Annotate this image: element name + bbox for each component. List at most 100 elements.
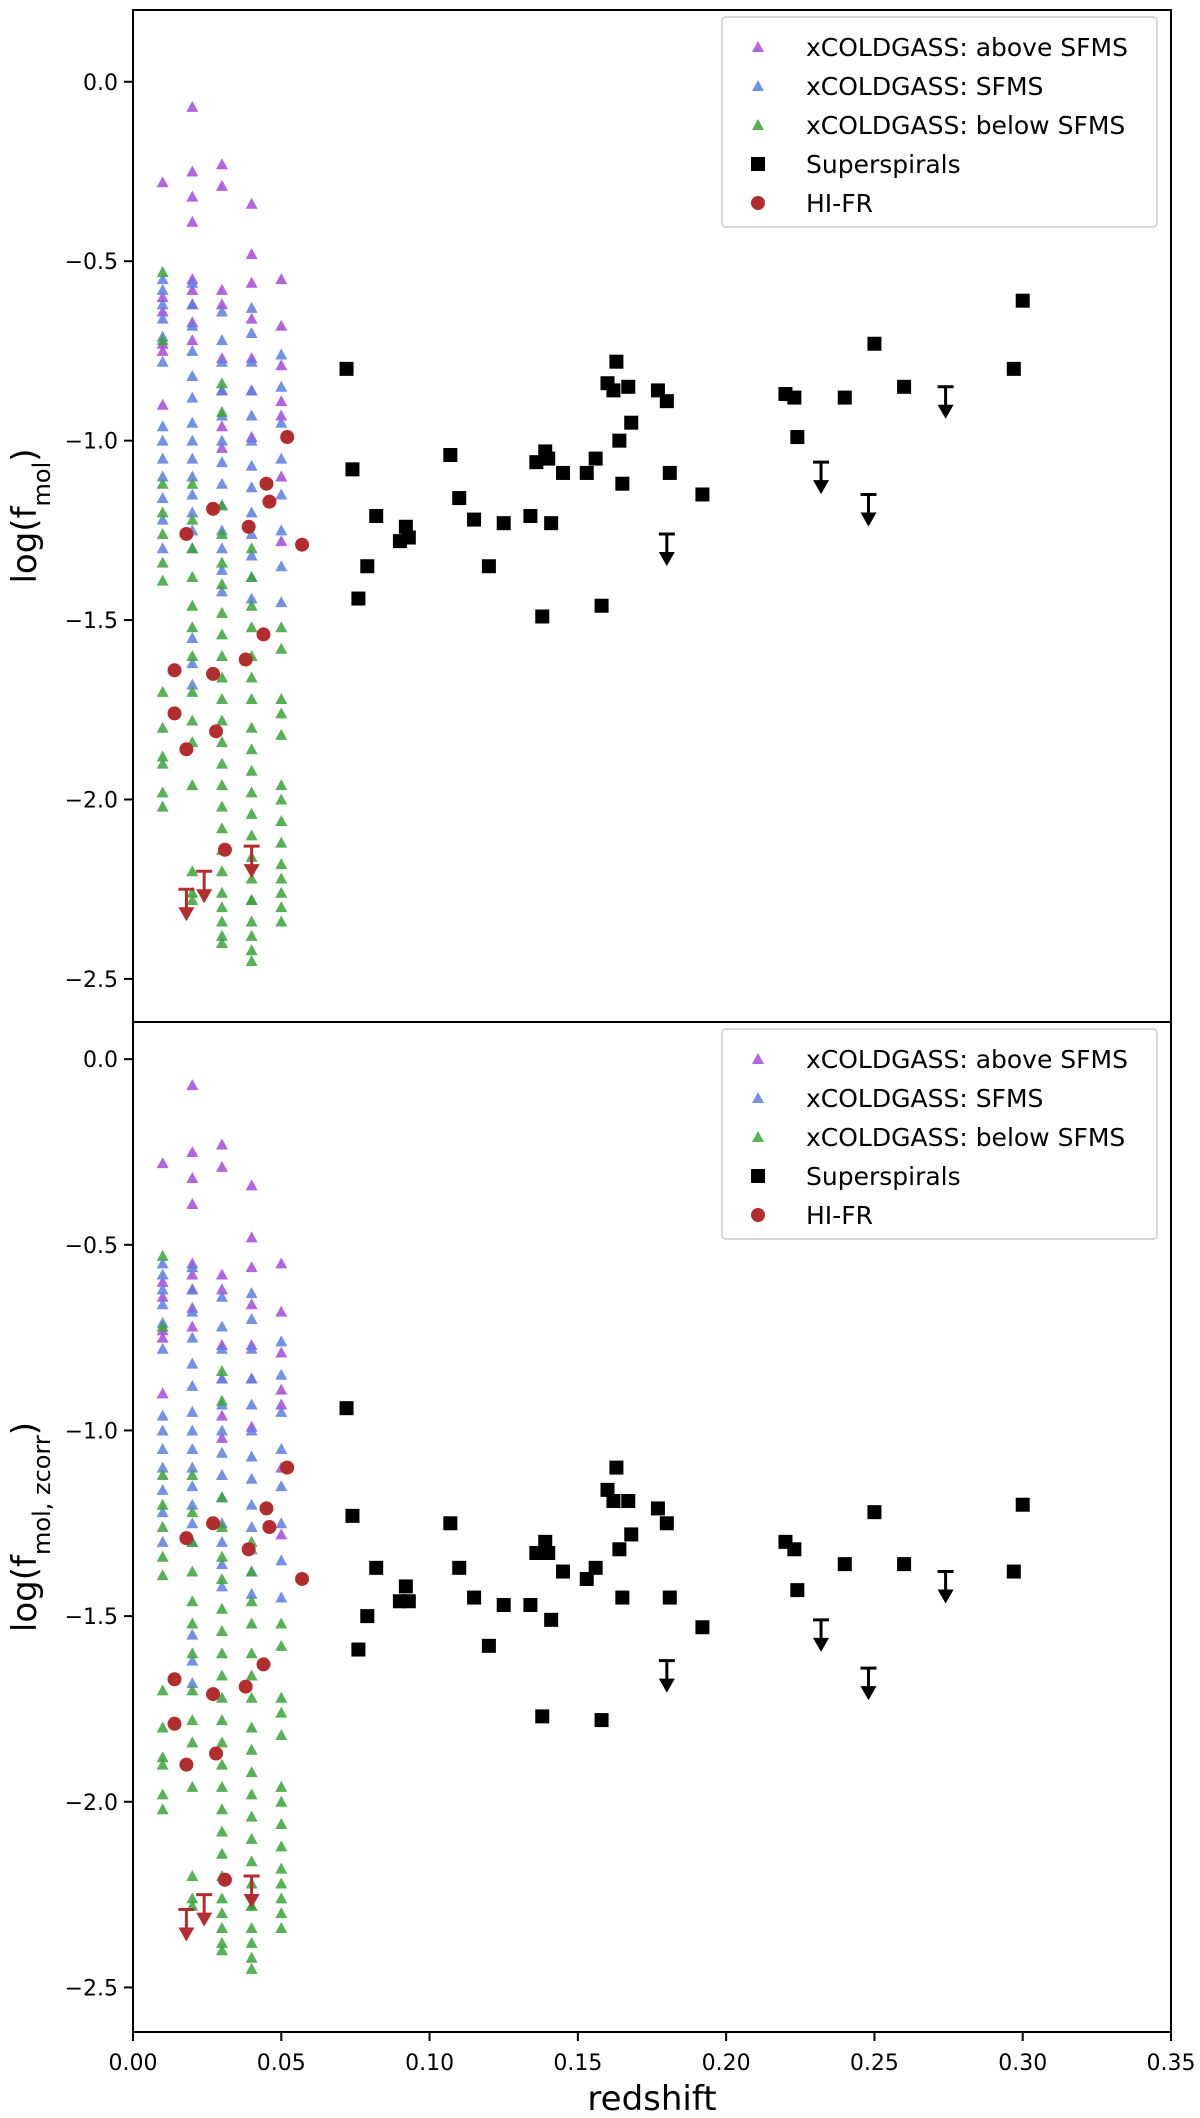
xcoldgass-sfms-point (186, 434, 199, 446)
superspirals-point (787, 1542, 802, 1557)
xcoldgass-sfms-point (245, 549, 258, 561)
xcoldgass-below-sfms-point (156, 477, 169, 489)
xcoldgass-sfms-point (215, 1469, 228, 1481)
xcoldgass-below-sfms-point (215, 1907, 228, 1919)
xcoldgass-sfms-point (156, 355, 169, 367)
superspirals-point (538, 1534, 553, 1549)
xcoldgass-above-sfms-point (215, 1283, 228, 1295)
superspirals-point (579, 1571, 594, 1586)
superspirals-upper-limits-point (937, 385, 954, 419)
xcoldgass-sfms-point (186, 1405, 199, 1417)
xcoldgass-sfms-point (215, 563, 228, 575)
hi-fr-point (259, 1501, 274, 1516)
xcoldgass-sfms-point (245, 1498, 258, 1510)
xcoldgass-below-sfms-point (156, 1684, 169, 1696)
xcoldgass-above-sfms-point (245, 1298, 258, 1310)
superspirals-point (606, 383, 621, 398)
xcoldgass-above-sfms-point (156, 1157, 169, 1169)
xcoldgass-below-sfms-point (245, 1743, 258, 1755)
xcoldgass-sfms-point (186, 1283, 199, 1295)
xcoldgass-below-sfms-point (275, 642, 288, 654)
xcoldgass-below-sfms-point (245, 1647, 258, 1659)
xcoldgass-below-sfms-point (245, 944, 258, 956)
legend-marker-hi-fr (751, 1208, 765, 1222)
hi-fr-point (179, 526, 194, 541)
xcoldgass-below-sfms-point (245, 954, 258, 966)
xcoldgass-sfms-point (186, 1261, 199, 1273)
xcoldgass-sfms-point (186, 1676, 199, 1688)
superspirals-point (579, 465, 594, 480)
xcoldgass-below-sfms-point (186, 542, 199, 554)
xcoldgass-sfms-point (275, 1405, 288, 1417)
xcoldgass-below-sfms-point (245, 1721, 258, 1733)
xcoldgass-sfms-point (275, 416, 288, 428)
xcoldgass-sfms-point (245, 592, 258, 604)
xcoldgass-sfms-point (215, 305, 228, 317)
xcoldgass-below-sfms-point (245, 743, 258, 755)
superspirals-point (624, 1527, 639, 1542)
bottom-panel-x-ticks: 0.00 0.05 0.10 0.15 0.20 0.25 0.30 0.35 (109, 2032, 1195, 2076)
superspirals-upper-limits-point (658, 532, 675, 566)
xcoldgass-above-sfms-point (186, 1268, 199, 1280)
xcoldgass-below-sfms-point (245, 1617, 258, 1629)
xcoldgass-below-sfms-point (156, 1751, 169, 1763)
bottom-panel-legend: xCOLDGASS: above SFMS xCOLDGASS: SFMS xCOL… (721, 1028, 1158, 1240)
xcoldgass-sfms-point (215, 355, 228, 367)
superspirals-point (398, 1579, 413, 1594)
superspirals-point (523, 509, 538, 523)
xcoldgass-sfms-point (156, 1298, 169, 1310)
xcoldgass-below-sfms-point (245, 1788, 258, 1800)
y-tick-label: −0.5 (65, 250, 118, 275)
superspirals-point (662, 1590, 677, 1605)
superspirals-point (529, 1545, 544, 1560)
xcoldgass-below-sfms-point (275, 779, 288, 791)
xcoldgass-above-sfms-point (245, 248, 258, 260)
xcoldgass-sfms-point (215, 542, 228, 554)
y-tick-label: 0.0 (83, 1048, 118, 1073)
xcoldgass-below-sfms-point (186, 513, 199, 525)
xcoldgass-below-sfms-point (245, 929, 258, 941)
legend-marker-xcoldgass-sfms (752, 80, 764, 91)
xcoldgass-below-sfms-point (186, 1595, 199, 1607)
xcoldgass-above-sfms-point (275, 1346, 288, 1358)
xcoldgass-sfms-point (186, 1443, 199, 1455)
xcoldgass-above-sfms-point (275, 273, 288, 285)
x-tick-label: 0.10 (405, 2051, 454, 2076)
xcoldgass-below-sfms-point (245, 1936, 258, 1948)
xcoldgass-sfms-point (215, 1558, 228, 1570)
hi-fr-upper-limits-point (196, 1893, 213, 1927)
y-tick-label: −2.5 (65, 968, 118, 993)
xcoldgass-sfms-point (186, 1424, 199, 1436)
xcoldgass-above-sfms-point (215, 158, 228, 170)
xcoldgass-sfms-point (245, 326, 258, 338)
xcoldgass-below-sfms-point (215, 1647, 228, 1659)
xcoldgass-sfms-point (186, 276, 199, 288)
y-tick-label: −1.5 (65, 1605, 118, 1630)
xcoldgass-sfms-point (186, 1357, 199, 1369)
superspirals-upper-limits-point (860, 1666, 877, 1701)
xcoldgass-above-sfms-point (275, 359, 288, 371)
superspirals-point (401, 530, 416, 545)
superspirals-point (662, 465, 677, 480)
superspirals-point (600, 1482, 615, 1497)
xcoldgass-sfms-point (186, 391, 199, 403)
xcoldgass-sfms-point (215, 1580, 228, 1592)
xcoldgass-sfms-point (275, 348, 288, 360)
xcoldgass-sfms-point (186, 344, 199, 356)
xcoldgass-below-sfms-point (156, 685, 169, 697)
superspirals-point (609, 354, 624, 369)
xcoldgass-below-sfms-point (245, 721, 258, 733)
hi-fr-point (209, 724, 224, 739)
xcoldgass-below-sfms-point (245, 1951, 258, 1963)
xcoldgass-sfms-point (156, 470, 169, 482)
xcoldgass-below-sfms-point (156, 1550, 169, 1562)
xcoldgass-sfms-point (275, 1517, 288, 1529)
xcoldgass-below-sfms-point (215, 556, 228, 568)
xcoldgass-above-sfms-point (215, 420, 228, 432)
xcoldgass-above-sfms-point (215, 179, 228, 191)
hi-fr-point (241, 1542, 256, 1557)
xcoldgass-sfms-point (275, 524, 288, 536)
xcoldgass-above-sfms-point (215, 1138, 228, 1150)
hi-fr-point (209, 1746, 224, 1761)
